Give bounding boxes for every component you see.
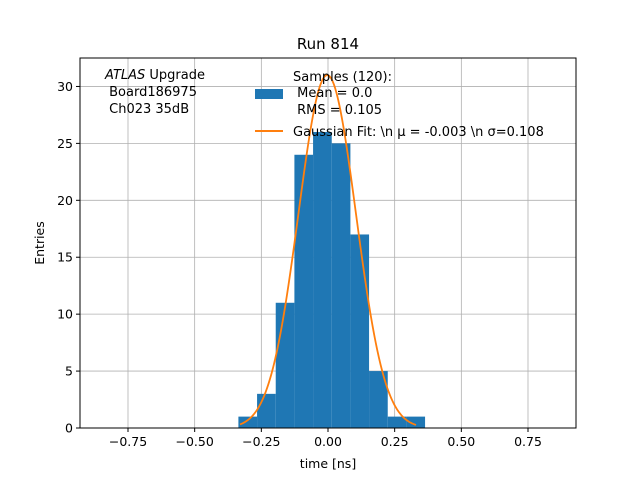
legend-fit-label: Gaussian Fit: \n μ = -0.003 \n σ=0.108: [293, 125, 544, 140]
histogram-bar: [331, 143, 351, 428]
histogram-bar: [406, 416, 426, 428]
histogram-bar: [275, 302, 295, 428]
gaussian-fit: [239, 74, 417, 426]
y-tick-label: 10: [57, 307, 73, 322]
annotation-line-1: ATLAS Upgrade: [104, 68, 205, 83]
legend-histogram-line-2: Mean = 0.0: [293, 86, 372, 101]
x-axis-label: time [ns]: [300, 456, 356, 471]
y-tick-label: 20: [57, 193, 73, 208]
annotation-atlas: ATLAS: [104, 68, 145, 83]
annotation-upgrade: Upgrade: [145, 68, 205, 83]
x-axis-ticks: −0.75 −0.50 −0.25 0.00 0.25 0.50 0.75: [109, 428, 542, 449]
y-axis-label: Entries: [32, 221, 47, 265]
histogram-bar: [257, 393, 276, 428]
histogram-bars: [238, 132, 426, 428]
x-tick-label: 0.25: [381, 434, 409, 449]
chart-title: Run 814: [297, 35, 359, 53]
x-tick-label: 0.50: [447, 434, 475, 449]
annotation-line-3: Ch023 35dB: [105, 102, 189, 117]
x-tick-label: −0.25: [242, 434, 280, 449]
histogram-bar: [294, 154, 314, 428]
annotation-line-2: Board186975: [105, 85, 197, 100]
legend-swatch-histogram: [255, 89, 283, 99]
legend: Samples (120): Mean = 0.0 RMS = 0.105 Ga…: [255, 70, 544, 140]
y-tick-label: 15: [57, 250, 73, 265]
histogram-bar: [313, 132, 332, 428]
y-tick-label: 25: [57, 136, 73, 151]
histogram-bar: [238, 416, 258, 428]
legend-histogram-line-3: RMS = 0.105: [293, 103, 382, 118]
histogram-bar: [350, 234, 370, 428]
x-tick-label: −0.75: [109, 434, 147, 449]
annotation: ATLAS Upgrade Board186975 Ch023 35dB: [104, 68, 205, 117]
x-tick-label: 0.00: [314, 434, 342, 449]
x-tick-label: −0.50: [176, 434, 214, 449]
y-tick-label: 0: [65, 421, 73, 436]
x-tick-label: 0.75: [514, 434, 542, 449]
y-tick-label: 5: [65, 364, 73, 379]
legend-histogram-line-1: Samples (120):: [293, 70, 392, 85]
y-tick-label: 30: [57, 79, 73, 94]
histogram-bar: [387, 416, 407, 428]
fit-curve: [239, 74, 417, 426]
histogram-bar: [369, 371, 388, 428]
y-axis-ticks: 0 5 10 15 20 25 30: [57, 79, 80, 436]
